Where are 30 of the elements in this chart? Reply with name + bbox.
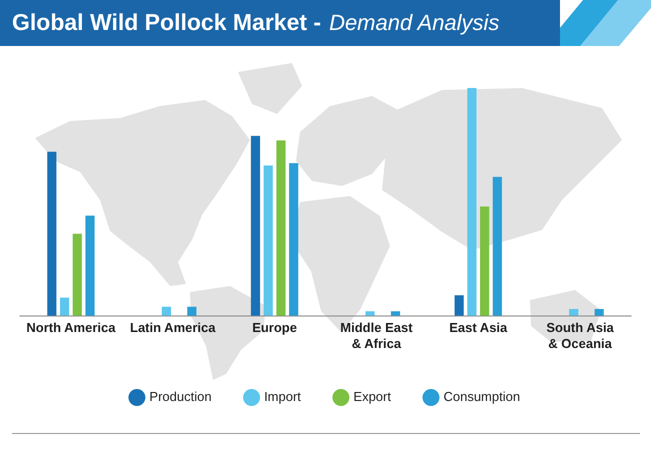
bar (72, 234, 82, 316)
bar (365, 311, 375, 316)
x-tick-label: South Asia & Oceania (546, 320, 615, 351)
bar (264, 165, 273, 316)
bar (85, 216, 95, 316)
x-tick-label: North America (26, 320, 116, 336)
bar (454, 295, 464, 316)
x-tick-label: Middle East & Africa (340, 320, 414, 351)
bar (569, 308, 578, 316)
bar (250, 136, 260, 316)
bar (162, 306, 171, 316)
legend-label: Production (149, 389, 212, 404)
bar (289, 163, 298, 316)
bar (390, 311, 400, 316)
bar (492, 176, 502, 316)
legend-label: Export (353, 389, 392, 404)
x-tick-label: Latin America (130, 320, 216, 336)
bar (594, 308, 604, 316)
legend-label: Import (264, 389, 302, 404)
chart-title: Global Wild Pollock Market - (12, 9, 322, 35)
chart-subtitle: Demand Analysis (329, 10, 500, 35)
bar (480, 206, 490, 316)
x-tick-label: Europe (252, 320, 297, 336)
bar (47, 152, 56, 316)
bar (276, 140, 286, 316)
x-tick-label: East Asia (449, 320, 508, 336)
legend-label: Consumption (443, 389, 520, 404)
bar (187, 306, 196, 316)
bar (60, 298, 70, 316)
bar (467, 88, 476, 316)
